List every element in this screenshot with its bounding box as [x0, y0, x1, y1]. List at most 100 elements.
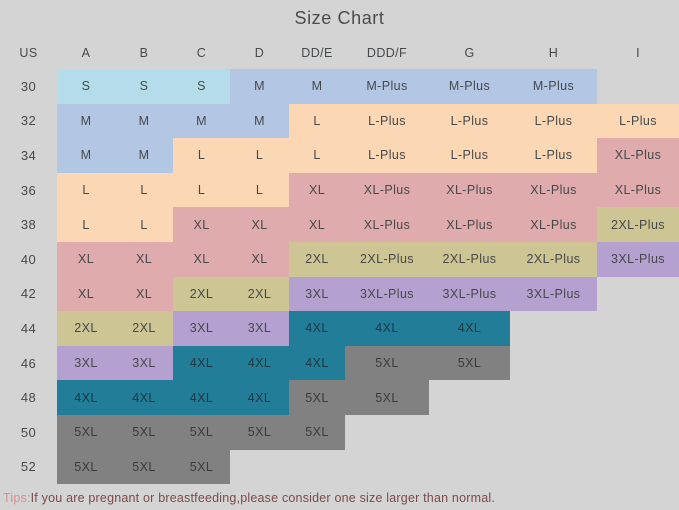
size-cell-42-ddd-f: 3XL-Plus [345, 276, 429, 312]
size-cell-40-i: 3XL-Plus [597, 241, 679, 277]
size-cell-38-b: L [115, 207, 173, 242]
size-cell-50-a: 5XL [57, 414, 115, 450]
size-cell-30-dd-e: M [289, 69, 345, 104]
size-cell-36-c: L [173, 172, 230, 208]
empty-cell [597, 69, 679, 104]
size-cell-38-d: XL [230, 207, 289, 242]
row-label-50: 50 [20, 424, 37, 440]
size-cell-40-ddd-f: 2XL-Plus [345, 241, 429, 277]
size-cell-40-dd-e: 2XL [289, 241, 345, 277]
size-cell-36-b: L [115, 172, 173, 208]
size-cell-42-c: 2XL [173, 276, 230, 312]
size-cell-34-h: L-Plus [510, 138, 597, 173]
empty-cell [597, 346, 679, 381]
empty-cell [510, 415, 597, 450]
column-header-i: I [636, 45, 640, 60]
size-cell-30-g: M-Plus [429, 69, 510, 104]
size-cell-30-d: M [230, 69, 289, 104]
size-cell-30-a: S [57, 69, 115, 104]
column-header-b: B [139, 45, 149, 60]
size-cell-32-h: L-Plus [510, 103, 597, 139]
size-cell-36-h: XL-Plus [510, 172, 597, 208]
empty-cell [429, 380, 510, 415]
size-cell-46-a: 3XL [57, 345, 115, 381]
row-label-40: 40 [20, 251, 37, 267]
size-cell-36-dd-e: XL [289, 172, 345, 208]
size-cell-44-g: 4XL [429, 311, 510, 346]
size-cell-36-i: XL-Plus [597, 172, 679, 208]
size-cell-32-d: M [230, 103, 289, 139]
size-cell-32-i: L-Plus [597, 103, 679, 139]
size-cell-34-b: M [115, 138, 173, 173]
empty-cell [510, 450, 597, 485]
size-cell-52-b: 5XL [115, 449, 173, 485]
size-cell-36-ddd-f: XL-Plus [345, 172, 429, 208]
size-grid: US A B C D DD/E DDD/F G H I 30 S S S M M M-Plus M-Plus M-P… [0, 36, 679, 485]
size-cell-30-b: S [115, 69, 173, 104]
chart-title: Size Chart [294, 8, 385, 28]
empty-cell [345, 450, 429, 485]
row-label-30: 30 [20, 78, 37, 94]
empty-cell [429, 450, 510, 485]
empty-cell [510, 311, 597, 346]
empty-cell [597, 450, 679, 485]
size-cell-46-d: 4XL [230, 345, 289, 381]
column-header-dd-e: DD/E [301, 45, 333, 60]
size-cell-30-h: M-Plus [510, 69, 597, 104]
tips-note: Tips:If you are pregnant or breastfeedin… [0, 491, 679, 505]
row-label-44: 44 [20, 320, 37, 336]
size-cell-40-b: XL [115, 241, 173, 277]
row-label-48: 48 [20, 390, 37, 406]
size-cell-40-g: 2XL-Plus [429, 241, 510, 277]
size-cell-36-a: L [57, 172, 115, 208]
size-cell-40-a: XL [57, 241, 115, 277]
column-header-us: US [19, 45, 38, 60]
size-cell-32-g: L-Plus [429, 103, 510, 139]
empty-cell [429, 415, 510, 450]
size-cell-36-g: XL-Plus [429, 172, 510, 208]
size-cell-52-a: 5XL [57, 449, 115, 485]
size-cell-32-ddd-f: L-Plus [345, 103, 429, 139]
size-cell-46-c: 4XL [173, 345, 230, 381]
size-cell-34-d: L [230, 138, 289, 173]
size-cell-36-d: L [230, 172, 289, 208]
size-cell-44-a: 2XL [57, 311, 115, 346]
size-cell-32-c: M [173, 103, 230, 139]
size-cell-42-h: 3XL-Plus [510, 276, 597, 312]
size-cell-38-c: XL [173, 207, 230, 242]
size-cell-42-a: XL [57, 276, 115, 312]
size-cell-50-b: 5XL [115, 414, 173, 450]
size-cell-42-g: 3XL-Plus [429, 276, 510, 312]
size-cell-44-d: 3XL [230, 311, 289, 346]
column-header-c: C [196, 45, 207, 60]
column-header-d: D [254, 45, 265, 60]
tips-label: Tips: [3, 491, 31, 506]
size-cell-42-d: 2XL [230, 276, 289, 312]
size-cell-42-b: XL [115, 276, 173, 312]
size-cell-48-b: 4XL [115, 380, 173, 415]
size-cell-46-b: 3XL [115, 345, 173, 381]
tips-text: If you are pregnant or breastfeeding,ple… [30, 491, 496, 506]
size-cell-48-a: 4XL [57, 380, 115, 415]
empty-cell [510, 346, 597, 381]
size-cell-44-ddd-f: 4XL [345, 311, 429, 346]
size-cell-44-b: 2XL [115, 311, 173, 346]
size-cell-46-g: 5XL [429, 345, 510, 381]
size-cell-40-d: XL [230, 241, 289, 277]
size-cell-34-c: L [173, 138, 230, 173]
column-header-h: H [548, 45, 559, 60]
size-cell-38-ddd-f: XL-Plus [345, 207, 429, 242]
size-cell-48-dd-e: 5XL [289, 380, 345, 415]
size-cell-52-c: 5XL [173, 449, 230, 485]
empty-cell [510, 380, 597, 415]
row-label-36: 36 [20, 182, 37, 198]
column-header-a: A [81, 45, 91, 60]
size-cell-30-ddd-f: M-Plus [345, 69, 429, 104]
size-cell-50-d: 5XL [230, 414, 289, 450]
column-header-ddd-f: DDD/F [366, 45, 408, 60]
size-cell-34-dd-e: L [289, 138, 345, 173]
size-cell-48-ddd-f: 5XL [345, 380, 429, 415]
size-cell-46-dd-e: 4XL [289, 345, 345, 381]
size-cell-30-c: S [173, 69, 230, 104]
